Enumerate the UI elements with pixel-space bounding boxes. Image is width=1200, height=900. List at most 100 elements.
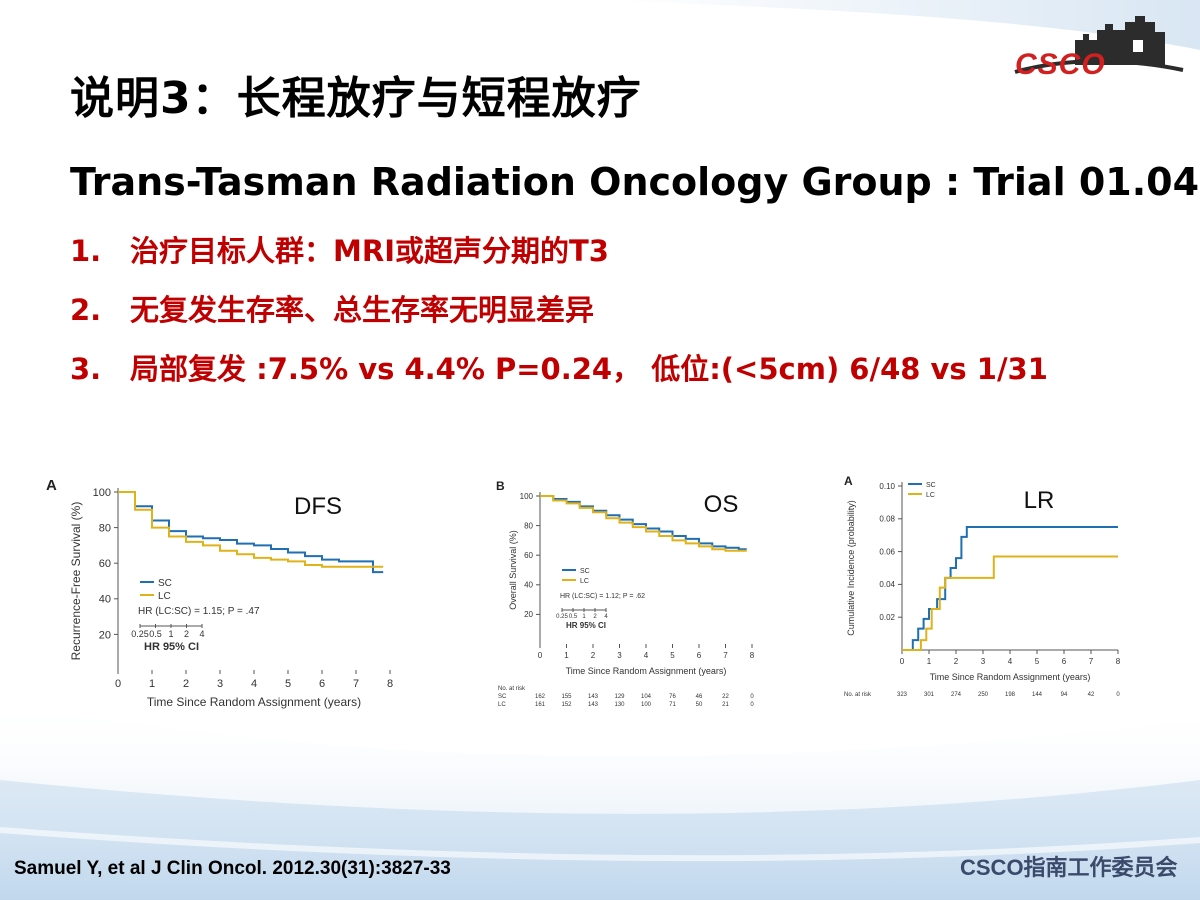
y-axis-label: Recurrence-Free Survival (%)	[69, 502, 83, 661]
x-tick-label: 3	[217, 678, 223, 690]
at-risk-value: 274	[951, 692, 962, 698]
panel-letter: A	[844, 474, 853, 488]
x-tick-label: 2	[954, 657, 959, 666]
at-risk-value: 94	[1061, 692, 1068, 698]
series-line-lc	[118, 491, 384, 568]
csco-logo: CSCO	[1005, 10, 1185, 88]
series-line-lc	[540, 495, 747, 552]
y-tick-label: 0.02	[879, 613, 895, 622]
key-point: 3. 局部复发 :7.5% vs 4.4% P=0.24， 低位:(<5cm) 6…	[70, 344, 1048, 403]
chart-label: OS	[704, 491, 739, 518]
series-line-sc	[902, 526, 1118, 651]
legend-label: SC	[926, 482, 936, 489]
x-axis-label: Time Since Random Assignment (years)	[566, 666, 727, 676]
at-risk-value: 323	[897, 692, 908, 698]
at-risk-value: 76	[669, 694, 676, 700]
at-risk-row-name: LC	[498, 702, 506, 708]
at-risk-value: 152	[561, 702, 572, 708]
chart-label: DFS	[294, 493, 342, 520]
y-tick-label: 0.06	[879, 547, 895, 556]
key-points-list: 1. 治疗目标人群：MRI或超声分期的T3 2. 无复发生存率、总生存率无明显差异 …	[70, 226, 1048, 403]
x-axis-label: Time Since Random Assignment (years)	[147, 695, 361, 709]
x-tick-label: 5	[285, 678, 291, 690]
x-tick-label: 3	[617, 651, 622, 660]
key-point-text: 治疗目标人群：MRI或超声分期的T3	[130, 234, 609, 268]
key-point-number: 3.	[70, 352, 102, 386]
at-risk-value: 155	[561, 694, 572, 700]
x-tick-label: 4	[644, 651, 649, 660]
ci-tick-label: 0.5	[569, 614, 578, 620]
x-tick-label: 8	[750, 651, 755, 660]
key-point: 2. 无复发生存率、总生存率无明显差异	[70, 285, 1048, 344]
x-tick-label: 1	[564, 651, 569, 660]
y-tick-label: 0.10	[879, 482, 895, 491]
x-tick-label: 6	[319, 678, 325, 690]
at-risk-value: 161	[535, 702, 546, 708]
x-tick-label: 8	[1116, 657, 1121, 666]
y-tick-label: 60	[524, 551, 533, 560]
y-tick-label: 20	[99, 629, 111, 641]
key-point-number: 2.	[70, 293, 102, 327]
at-risk-value: 46	[696, 694, 703, 700]
legend-label: SC	[580, 568, 590, 575]
hr-text: HR (LC:SC) = 1.15; P = .47	[138, 606, 260, 617]
x-tick-label: 6	[697, 651, 702, 660]
x-tick-label: 6	[1062, 657, 1067, 666]
key-point-number: 1.	[70, 234, 102, 268]
x-tick-label: 5	[670, 651, 675, 660]
x-tick-label: 2	[591, 651, 596, 660]
at-risk-value: 22	[722, 694, 729, 700]
ci-tick-label: 4	[199, 629, 204, 639]
x-tick-label: 4	[1008, 657, 1013, 666]
y-tick-label: 0.04	[879, 580, 895, 589]
y-tick-label: 40	[99, 594, 111, 606]
at-risk-value: 143	[588, 694, 599, 700]
at-risk-value: 162	[535, 694, 546, 700]
dfs-chart: A 20 40 60 80 100 0 1 2 3 4 5 6 7 8 Time Since Random A…	[46, 477, 393, 709]
lr-chart: A 0.02 0.04 0.06 0.08 0.10 0 1 2 3 4 5 6 7 8 Time Since…	[844, 474, 1121, 698]
ci-tick-label: 0.5	[149, 629, 162, 639]
x-axis-label: Time Since Random Assignment (years)	[930, 672, 1091, 682]
slide-subtitle: Trans-Tasman Radiation Oncology Group : …	[70, 160, 1200, 204]
at-risk-value: 144	[1032, 692, 1043, 698]
ci-label: HR 95% CI	[566, 621, 606, 630]
series-line-sc	[118, 491, 384, 574]
ci-label: HR 95% CI	[144, 641, 199, 653]
at-risk-value: 104	[641, 694, 652, 700]
x-tick-label: 7	[723, 651, 728, 660]
at-risk-value: 198	[1005, 692, 1016, 698]
logo-text: CSCO	[1015, 48, 1106, 81]
y-tick-label: 40	[524, 581, 533, 590]
y-tick-label: 0.08	[879, 515, 895, 524]
y-tick-label: 60	[99, 558, 111, 570]
series-line-lc	[902, 555, 1118, 651]
slide-title: 说明3：长程放疗与短程放疗	[70, 73, 642, 124]
hr-text: HR (LC:SC) = 1.12; P = .62	[560, 593, 645, 600]
panel-letter: A	[46, 477, 57, 494]
x-tick-label: 7	[353, 678, 359, 690]
at-risk-value: 71	[669, 702, 676, 708]
legend-label: SC	[158, 578, 172, 589]
footer-organization: CSCO指南工作委员会	[960, 855, 1178, 880]
ci-tick-label: 0.25	[131, 629, 149, 639]
y-axis-label: Cumulative Incidence (probability)	[846, 500, 856, 636]
at-risk-row-name: SC	[498, 694, 507, 700]
legend-label: LC	[926, 492, 935, 499]
x-tick-label: 8	[387, 678, 393, 690]
y-tick-label: 80	[524, 521, 533, 530]
at-risk-value: 250	[978, 692, 989, 698]
y-tick-label: 100	[93, 487, 111, 499]
ci-tick-label: 1	[582, 614, 586, 620]
ci-tick-label: 2	[593, 614, 597, 620]
x-tick-label: 0	[538, 651, 543, 660]
y-axis-label: Overall Survival (%)	[508, 530, 518, 610]
x-tick-label: 2	[183, 678, 189, 690]
at-risk-value: 100	[641, 702, 652, 708]
y-tick-label: 100	[520, 492, 534, 501]
x-tick-label: 5	[1035, 657, 1040, 666]
x-tick-label: 0	[115, 678, 121, 690]
x-tick-label: 1	[149, 678, 155, 690]
at-risk-value: 129	[614, 694, 625, 700]
